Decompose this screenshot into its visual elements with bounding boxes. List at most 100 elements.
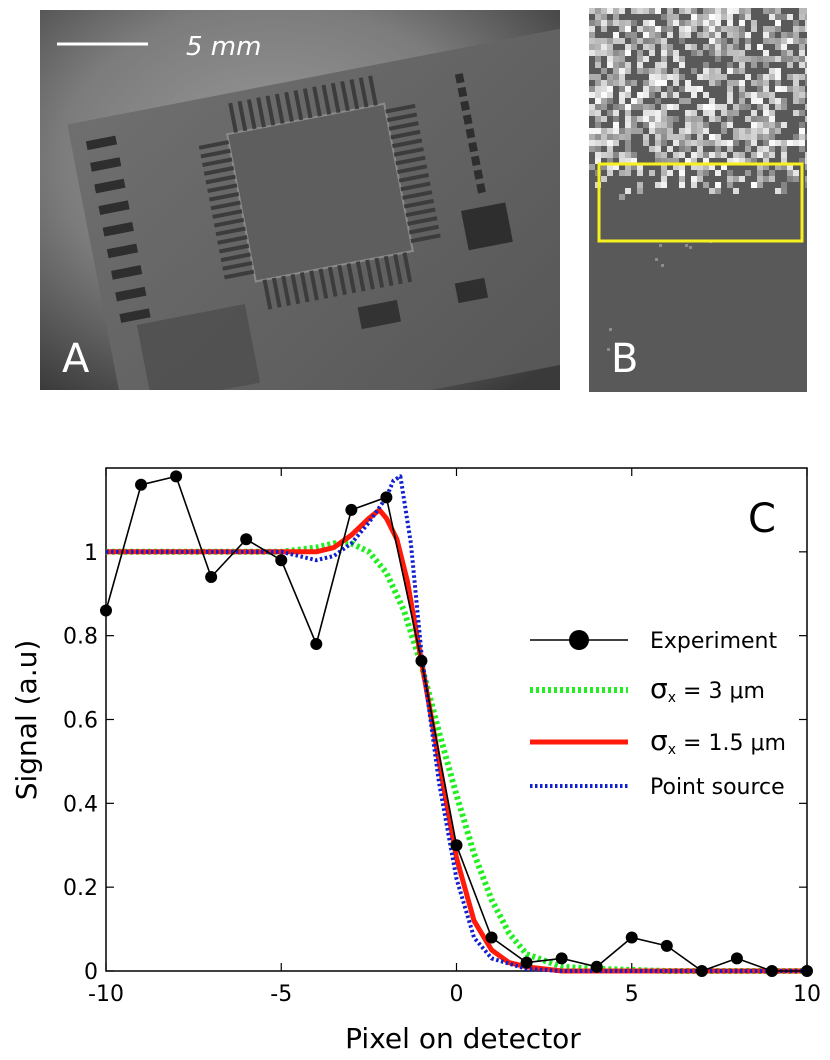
legend-label-Experiment: Experiment: [650, 629, 777, 654]
noise-pixel: [787, 50, 793, 56]
noise-pixel: [667, 50, 673, 56]
noise-pixel: [739, 158, 745, 164]
noise-pixel: [721, 104, 727, 110]
chip-pin: [198, 140, 230, 150]
noise-pixel: [745, 44, 751, 50]
noise-pixel: [667, 44, 673, 50]
noise-pixel: [661, 80, 667, 86]
noise-pixel: [763, 146, 769, 152]
noise-pixel: [763, 62, 769, 68]
experiment-point: [170, 470, 183, 483]
chip-pin: [402, 190, 433, 200]
noise-pixel: [781, 56, 787, 62]
noise-pixel: [673, 134, 679, 140]
noise-pixel: [631, 44, 637, 50]
noise-pixel: [625, 110, 631, 116]
noise-pixel: [607, 56, 613, 62]
noise-pixel: [685, 98, 691, 104]
noise-pixel: [655, 122, 661, 128]
y-tick-label: 0.4: [63, 792, 98, 817]
noise-pixel: [733, 158, 739, 164]
noise-pixel: [625, 164, 631, 170]
noise-pixel: [631, 80, 637, 86]
noise-pixel: [727, 92, 733, 98]
noise-pixel: [715, 20, 721, 26]
noise-pixel: [697, 176, 703, 182]
noise-pixel: [643, 26, 649, 32]
noise-pixel: [619, 68, 625, 74]
chip-pin: [256, 97, 266, 128]
x-tick-label: 0: [450, 982, 464, 1007]
chip-pin: [222, 261, 253, 271]
noise-pixel: [661, 110, 667, 116]
noise-pixel: [703, 26, 709, 32]
noise-pixel: [679, 134, 685, 140]
experiment-point: [485, 931, 498, 944]
noise-pixel: [709, 110, 715, 116]
noise-pixel: [691, 122, 697, 128]
noise-pixel: [769, 26, 775, 32]
chip-pin: [358, 77, 369, 108]
noise-pixel: [607, 20, 613, 26]
noise-pixel: [715, 56, 721, 62]
noise-pixel: [601, 44, 607, 50]
noise-pixel: [799, 50, 805, 56]
noise-pixel: [673, 50, 679, 56]
noise-pixel: [775, 44, 781, 50]
noise-pixel: [757, 182, 763, 188]
noise-pixel: [763, 128, 769, 134]
noise-pixel: [673, 74, 679, 80]
noise-pixel: [739, 104, 745, 110]
noise-pixel: [745, 32, 751, 38]
chip-pin: [327, 266, 338, 297]
noise-pixel: [691, 14, 697, 20]
noise-pixel: [805, 20, 807, 26]
noise-pixel: [601, 140, 607, 146]
noise-pixel: [595, 80, 601, 86]
noise-pixel: [715, 44, 721, 50]
experiment-point: [135, 478, 148, 491]
noise-pixel: [763, 110, 769, 116]
chip-pin: [400, 181, 431, 192]
noise-pixel: [613, 122, 619, 128]
noise-pixel: [805, 74, 807, 80]
noise-pixel: [649, 8, 655, 14]
noise-pixel: [691, 128, 697, 134]
chip-pin: [208, 191, 240, 202]
noise-pixel: [689, 246, 692, 249]
noise-pixel: [745, 128, 751, 134]
noise-pixel: [661, 140, 667, 146]
noise-pixel: [733, 140, 739, 146]
chip-pin: [202, 157, 233, 168]
chip-pin: [392, 138, 423, 149]
noise-pixel: [655, 134, 661, 140]
noise-pixel: [715, 182, 721, 188]
noise-pixel: [649, 68, 655, 74]
noise-pixel: [679, 32, 685, 38]
noise-pixel: [769, 68, 775, 74]
y-tick-label: 1: [84, 541, 98, 566]
experiment-point: [730, 952, 743, 965]
noise-pixel: [655, 8, 661, 14]
component-pad: [468, 141, 478, 153]
noise-pixel: [661, 92, 667, 98]
chip-pin: [383, 255, 394, 287]
noise-pixel: [667, 8, 673, 14]
noise-pixel: [757, 170, 763, 176]
noise-pixel: [589, 92, 595, 98]
noise-pixel: [709, 98, 715, 104]
noise-pixel: [601, 128, 607, 134]
noise-pixel: [655, 116, 661, 122]
noise-pixel: [763, 176, 769, 182]
noise-pixel: [751, 122, 757, 128]
noise-pixel: [655, 62, 661, 68]
panel-b-label: B: [611, 336, 638, 382]
chip-pin: [309, 270, 319, 301]
noise-pixel: [649, 32, 655, 38]
noise-pixel: [703, 8, 709, 14]
noise-pixel: [607, 62, 613, 68]
noise-pixel: [805, 164, 807, 170]
chip-pin: [203, 166, 235, 176]
noise-pixel: [673, 104, 679, 110]
noise-pixel: [763, 158, 769, 164]
